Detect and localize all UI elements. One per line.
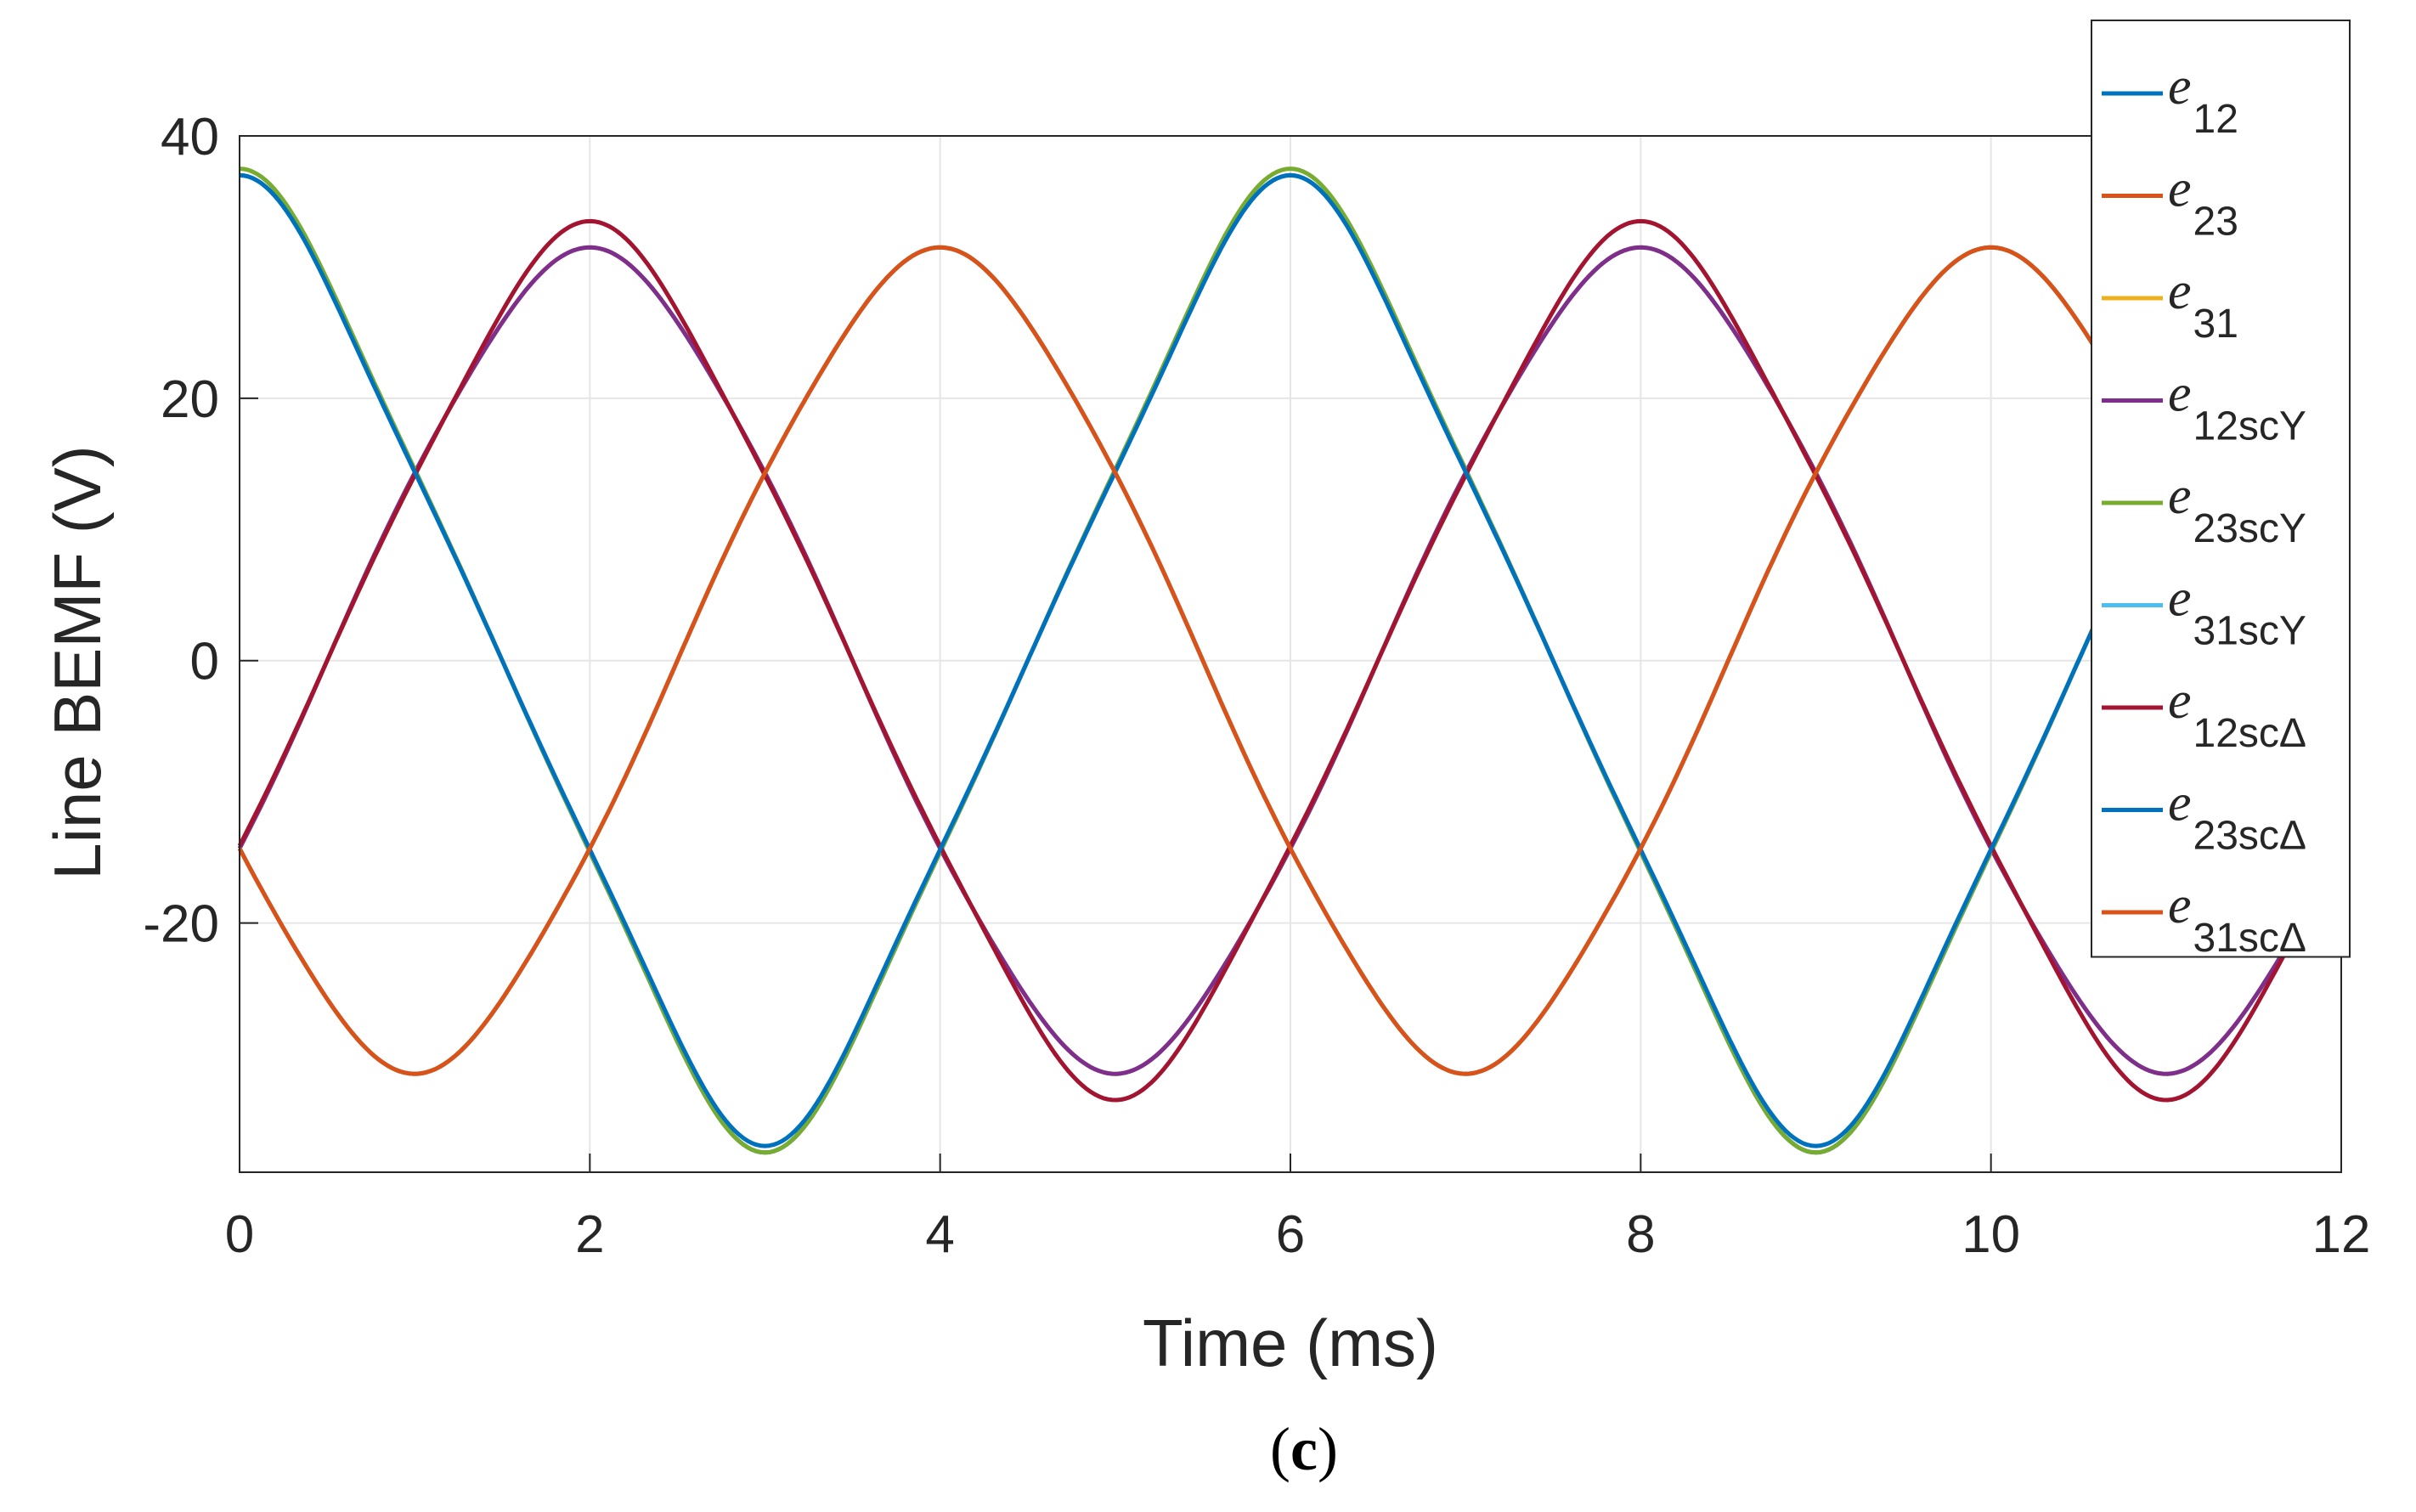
figure-caption: (c) [1270, 1415, 1338, 1483]
legend-entry-23scΔ: e23scΔ [2168, 775, 2306, 859]
legend-entry-12scΔ: e12scΔ [2168, 672, 2306, 756]
series-lines [237, 166, 2326, 1155]
x-tick-label: 0 [225, 1205, 254, 1264]
legend: e12e23e31e12scYe23scYe31scYe12scΔe23scΔe… [2091, 20, 2351, 961]
legend-entry-23: e23 [2168, 161, 2238, 245]
legend-symbol: e [2168, 161, 2192, 218]
legend-symbol: e [2168, 58, 2192, 116]
x-tick-labels: 0 2 4 6 8 10 12 [225, 1205, 2371, 1264]
x-tick-label: 6 [1276, 1205, 1305, 1264]
y-tick-labels: 40 20 0 -20 [143, 108, 219, 954]
legend-symbol: e [2168, 877, 2192, 934]
legend-subscript: 12 [2193, 97, 2238, 142]
legend-entry-31: e31 [2168, 262, 2238, 347]
x-tick-label: 12 [2312, 1205, 2371, 1264]
legend-subscript: 31scY [2193, 609, 2306, 654]
legend-symbol: e [2168, 262, 2192, 320]
tick-marks [239, 135, 2342, 1172]
series-line-31scΔ [237, 245, 2326, 1076]
legend-symbol: e [2168, 365, 2192, 423]
series-line-12scΔ [237, 218, 2326, 1103]
legend-symbol: e [2168, 570, 2192, 628]
legend-subscript: 31 [2193, 302, 2238, 347]
series-line-23scΔ [239, 172, 2325, 1148]
legend-subscript: 12scΔ [2193, 711, 2306, 756]
x-tick-label: 8 [1626, 1205, 1655, 1264]
legend-entry-31scΔ: e31scΔ [2168, 877, 2306, 961]
legend-subscript: 23 [2193, 200, 2238, 245]
legend-subscript: 23scY [2193, 506, 2306, 551]
legend-subscript: 31scΔ [2193, 916, 2306, 961]
y-tick-label: 20 [161, 370, 219, 429]
legend-box [2091, 20, 2351, 958]
x-tick-label: 4 [925, 1205, 954, 1264]
legend-symbol: e [2168, 672, 2192, 730]
legend-subscript: 23scΔ [2193, 814, 2306, 859]
x-axis-label: Time (ms) [1143, 1306, 1438, 1380]
series-line-12 [239, 172, 2325, 1155]
legend-entry-12scY: e12scY [2168, 365, 2306, 449]
y-tick-label: -20 [143, 895, 219, 954]
grid-lines [239, 135, 2342, 1172]
legend-subscript: 12scY [2193, 404, 2306, 449]
x-tick-label: 2 [575, 1205, 604, 1264]
y-tick-label: 0 [190, 633, 219, 691]
y-tick-label: 40 [161, 108, 219, 166]
legend-entry-31scY: e31scY [2168, 570, 2306, 654]
legend-symbol: e [2168, 467, 2192, 525]
y-axis-label: Line BEMF (V) [40, 445, 115, 879]
legend-entry-23scY: e23scY [2168, 467, 2306, 551]
legend-symbol: e [2168, 775, 2192, 832]
x-tick-label: 10 [1962, 1205, 2020, 1264]
legend-entry-12: e12 [2168, 58, 2238, 142]
